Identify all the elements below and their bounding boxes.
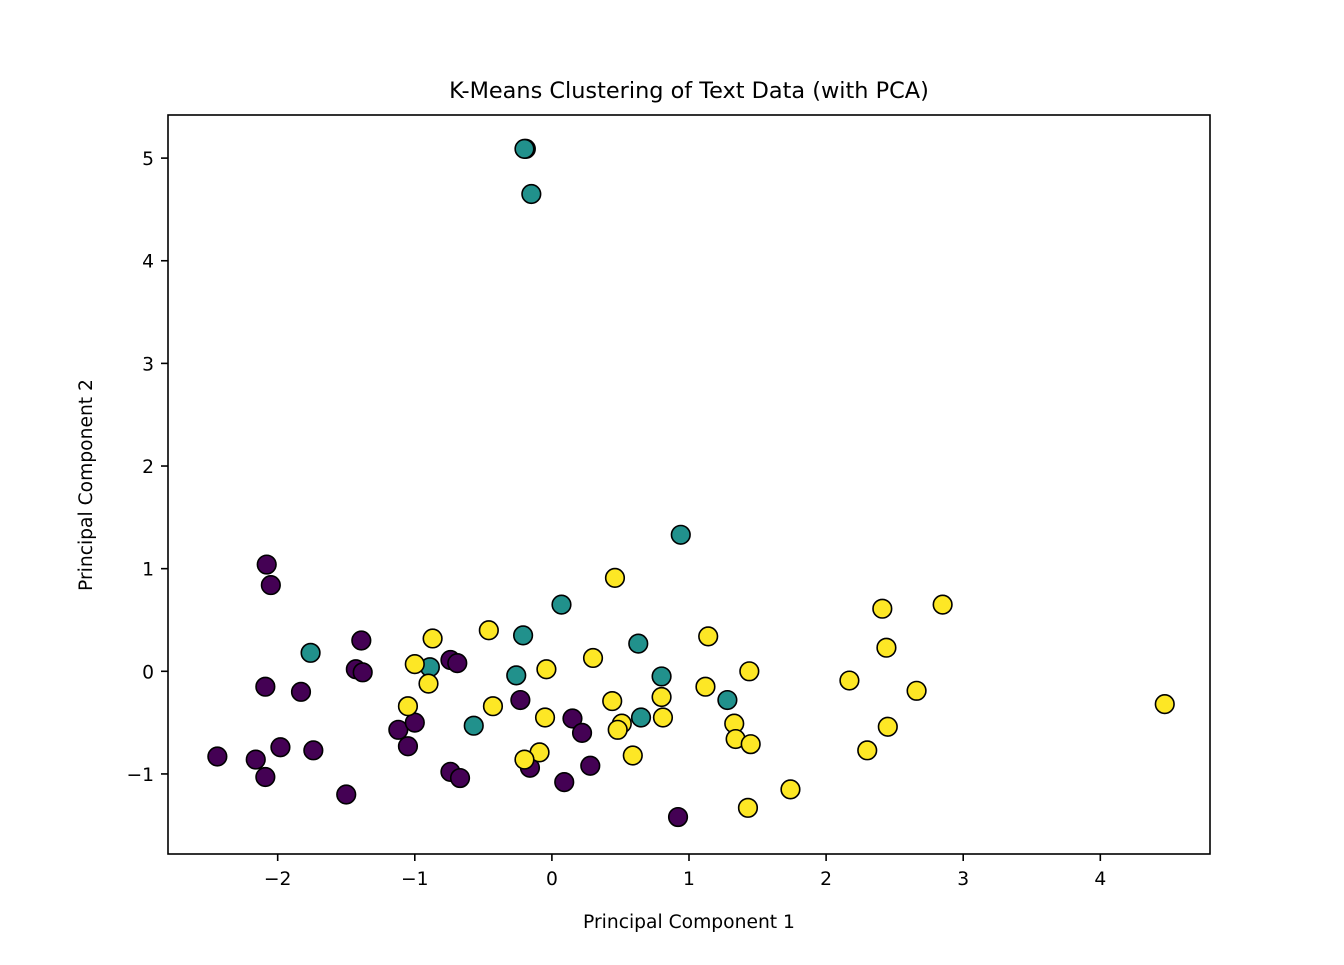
data-point-cluster-2 [607,719,628,740]
data-point-cluster-2 [582,647,604,669]
data-point-cluster-2 [877,716,898,737]
data-point-cluster-0 [397,736,419,757]
data-point-cluster-2 [876,637,897,658]
data-point-cluster-1 [300,642,321,663]
data-point-cluster-1 [651,666,672,687]
data-point-cluster-2 [839,670,860,691]
data-point-cluster-2 [932,594,953,615]
data-point-cluster-2 [622,745,643,766]
data-point-cluster-2 [514,749,535,770]
x-tick-label: −2 [264,869,292,890]
data-point-cluster-0 [562,708,583,729]
data-point-cluster-2 [418,673,439,694]
data-point-cluster-0 [351,630,372,651]
data-point-cluster-0 [580,755,601,776]
data-point-cluster-2 [604,567,626,589]
data-point-cluster-1 [628,633,649,654]
data-point-cluster-2 [482,696,504,717]
data-point-cluster-0 [255,766,276,788]
data-point-cluster-2 [422,628,443,649]
data-point-cluster-2 [1154,694,1175,715]
data-point-cluster-1 [514,138,535,159]
x-axis-label: Principal Component 1 [583,912,795,933]
data-point-cluster-1 [630,707,652,728]
data-point-cluster-2 [780,779,801,800]
data-point-cluster-2 [478,620,499,641]
y-tick-label: 4 [142,252,154,273]
x-tick-label: −1 [401,869,429,890]
chart-title: K-Means Clustering of Text Data (with PC… [449,78,929,104]
data-point-cluster-2 [534,707,556,728]
data-point-cluster-2 [872,598,893,619]
plot-frame [167,114,1211,855]
data-point-cluster-0 [554,772,575,793]
data-point-cluster-2 [698,626,719,647]
data-point-cluster-2 [602,690,623,712]
x-axis-ticks: −2 −1 0 1 2 3 4 [264,854,1106,890]
data-point-cluster-0 [303,740,324,761]
data-point-cluster-2 [906,680,927,701]
y-tick-label: −1 [126,765,154,786]
y-tick-label: 2 [142,457,154,478]
data-point-cluster-0 [388,719,409,740]
data-point-cluster-0 [352,662,373,683]
data-point-cluster-1 [717,689,738,711]
data-point-cluster-0 [256,554,277,575]
data-point-cluster-2 [737,797,759,818]
y-tick-label: 1 [142,560,154,581]
data-point-cluster-2 [652,707,674,728]
data-point-cluster-1 [521,183,542,205]
data-point-cluster-1 [513,625,534,646]
data-point-cluster-0 [290,681,312,702]
data-point-cluster-2 [857,740,878,761]
data-point-cluster-1 [463,715,484,736]
data-point-cluster-0 [207,746,228,767]
x-tick-label: 4 [1094,869,1106,890]
data-point-cluster-2 [651,686,672,708]
data-point-cluster-2 [404,654,425,675]
data-point-cluster-0 [270,737,291,758]
x-tick-label: 1 [683,869,695,890]
data-point-cluster-0 [336,784,357,805]
x-tick-label: 2 [820,869,832,890]
y-tick-label: 0 [142,662,154,683]
data-point-cluster-2 [740,734,761,755]
x-tick-label: 0 [546,869,558,890]
data-point-cluster-0 [571,722,593,743]
data-point-cluster-1 [551,594,572,615]
data-point-cluster-1 [506,665,527,686]
data-point-cluster-0 [245,749,266,770]
data-point-cluster-2 [397,696,419,717]
data-point-cluster-2 [536,659,557,680]
data-point-cluster-0 [260,574,281,596]
data-point-cluster-0 [667,806,689,828]
y-axis-label: Principal Component 2 [76,379,97,591]
y-tick-label: 5 [142,149,154,170]
data-point-cluster-0 [447,652,468,674]
data-point-cluster-0 [449,767,471,789]
data-point-cluster-2 [739,661,760,682]
data-points [207,138,1175,828]
data-point-cluster-1 [670,524,691,545]
y-axis-ticks: −1 0 1 2 3 4 5 [126,149,168,786]
y-tick-label: 3 [142,354,154,375]
data-point-cluster-0 [255,676,276,697]
data-point-cluster-0 [510,689,531,711]
x-tick-label: 3 [957,869,969,890]
data-point-cluster-2 [695,676,716,697]
